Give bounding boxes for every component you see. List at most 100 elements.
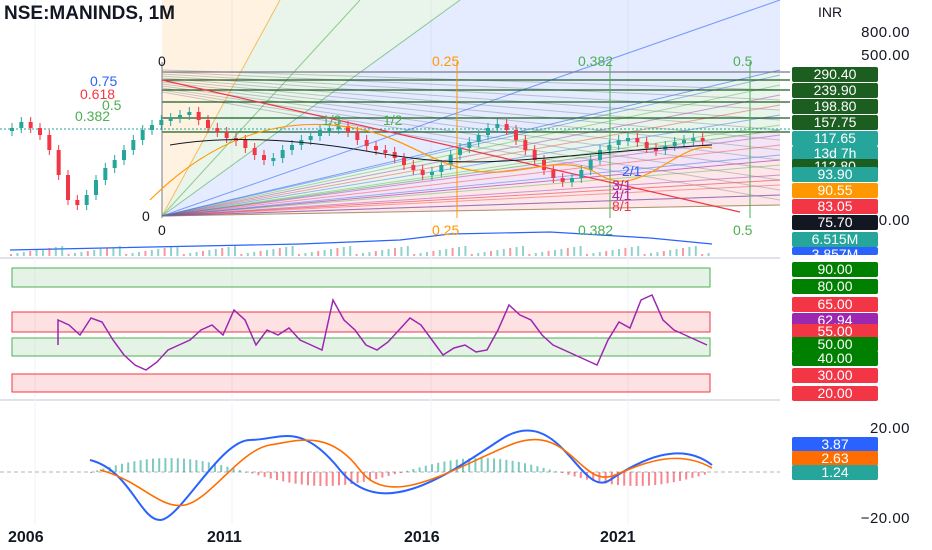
- macd-histogram-bar: [183, 458, 185, 472]
- candle-body: [206, 120, 210, 128]
- candle-body: [122, 150, 126, 160]
- macd-histogram-bar: [269, 472, 272, 479]
- candle-body: [28, 122, 33, 128]
- volume-bar: [342, 247, 345, 256]
- macd-histogram-bar: [145, 459, 148, 472]
- countdown-tag: 13d 7h: [792, 146, 878, 161]
- fib-fan-line: [161, 154, 781, 217]
- volume-bar: [35, 250, 38, 256]
- macd-histogram-bar: [251, 472, 254, 474]
- candle-body: [318, 130, 322, 136]
- price-tag: 90.55: [792, 183, 878, 198]
- volume-bar: [285, 247, 288, 256]
- fib-fan-zone: [162, 160, 780, 216]
- volume-bar: [451, 248, 454, 256]
- volume-bar: [528, 254, 531, 256]
- volume-bar: [106, 248, 108, 256]
- fib-fan-line: [161, 104, 781, 217]
- candle-body: [588, 160, 593, 170]
- candle-body: [355, 132, 360, 140]
- candle-body: [523, 140, 528, 150]
- volume-bar: [598, 252, 601, 256]
- volume-bar: [669, 250, 672, 256]
- volume-bar: [144, 251, 147, 256]
- candle-body: [486, 128, 490, 135]
- macd-histogram-bar: [356, 472, 359, 484]
- volume-bar: [112, 247, 115, 256]
- rsi-band-tag: 90.00: [792, 262, 878, 277]
- price-tag: 290.40: [792, 67, 878, 82]
- volume-bar: [406, 246, 409, 256]
- macd-histogram-bar: [617, 472, 619, 486]
- rsi-band: [11, 267, 711, 288]
- macd-histogram-bar: [127, 462, 130, 472]
- macd-histogram-bar: [418, 467, 421, 472]
- volume-bar: [291, 246, 294, 256]
- price-axis-label: 500.00: [861, 47, 910, 64]
- macd-histogram-bar: [654, 472, 657, 486]
- volume-bar: [464, 246, 467, 256]
- candle-body: [290, 145, 294, 150]
- candle-body: [47, 135, 52, 150]
- volume-bar: [10, 254, 12, 256]
- volume-bar: [662, 251, 665, 256]
- macd-histogram-bar: [703, 472, 706, 475]
- candle-body: [187, 112, 192, 115]
- volume-bar: [93, 250, 96, 256]
- macd-histogram-bar: [672, 472, 675, 483]
- fib-fan-zone: [162, 0, 780, 216]
- volume-bar: [682, 248, 684, 256]
- fib-time-label: 0.25: [432, 53, 460, 69]
- volume-bar: [483, 252, 486, 256]
- rsi-band-tag: 40.00: [792, 351, 878, 366]
- fib-fan-line: [161, 0, 461, 217]
- volume-bar: [470, 254, 473, 256]
- macd-histogram-bar: [437, 462, 440, 472]
- macd-histogram-bar: [245, 471, 247, 473]
- fib-grid-line: [161, 89, 781, 191]
- volume-bar: [458, 247, 460, 256]
- macd-histogram-bar: [505, 459, 508, 472]
- macd-histogram-bar: [288, 472, 291, 483]
- candle-body: [700, 138, 705, 141]
- macd-histogram-bar: [635, 472, 638, 486]
- candle-body: [364, 140, 369, 146]
- volume-bar: [42, 249, 44, 256]
- volume-bar: [490, 251, 492, 256]
- volume-bar: [157, 249, 160, 256]
- volume-bar: [163, 248, 166, 256]
- macd-histogram-bar: [121, 463, 123, 472]
- price-axis-label: 20.00: [869, 212, 910, 229]
- macd-histogram-bar: [567, 472, 570, 475]
- volume-bar: [534, 253, 537, 256]
- volume-bar: [496, 250, 499, 256]
- macd-histogram-bar: [697, 472, 700, 477]
- volume-bar: [266, 250, 268, 256]
- candle-body: [616, 140, 621, 145]
- candle-body: [682, 140, 686, 143]
- fib-level-label: 0.382: [75, 108, 111, 124]
- candle-body: [262, 155, 266, 160]
- fib-level-label: 0.75: [90, 73, 118, 89]
- volume-bar: [118, 246, 121, 256]
- time-axis-label: 2016: [404, 529, 440, 546]
- fib-fan-zone: [162, 195, 780, 216]
- fib-time-label: 0: [158, 53, 166, 69]
- volume-bar: [707, 253, 710, 256]
- fib-fan-line: [161, 164, 781, 217]
- volume-bar: [355, 254, 358, 256]
- candle-body: [644, 142, 649, 148]
- volume-bar: [630, 247, 633, 256]
- volume-bar: [432, 251, 435, 256]
- volume-bar: [272, 249, 275, 256]
- macd-histogram-bar: [499, 459, 502, 472]
- macd-tag: 3.87: [792, 437, 878, 452]
- candle-body: [140, 130, 145, 140]
- volume-bar: [234, 246, 236, 256]
- volume-bar: [278, 248, 281, 256]
- candle-body: [495, 124, 500, 128]
- volume-bar: [48, 248, 51, 256]
- macd-axis-label: −20.00: [860, 510, 910, 527]
- macd-histogram-bar: [176, 458, 179, 472]
